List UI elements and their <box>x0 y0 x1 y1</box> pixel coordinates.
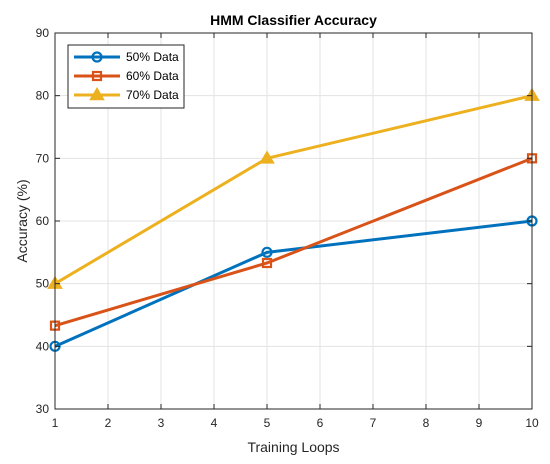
series-line <box>54 156 533 328</box>
x-tick-label: 8 <box>423 416 430 430</box>
legend-entry: 70% Data <box>74 87 179 102</box>
y-tick-label: 60 <box>36 214 50 228</box>
x-tick-label: 2 <box>105 416 112 430</box>
chart-title: HMM Classifier Accuracy <box>210 12 377 28</box>
y-tick-label: 90 <box>36 26 50 40</box>
y-tick-label: 50 <box>36 277 50 291</box>
y-tick-label: 40 <box>36 339 50 353</box>
legend-label: 50% Data <box>126 50 179 64</box>
x-tick-label: 7 <box>370 416 377 430</box>
axis-ticks: 1 2 3 4 5 6 7 8 9 10 30 40 50 60 70 80 90 <box>36 26 539 430</box>
legend-marker-square <box>91 70 103 82</box>
y-tick-label: 30 <box>36 402 50 416</box>
legend-label: 70% Data <box>126 88 179 102</box>
x-tick-label: 1 <box>52 416 59 430</box>
legend-entry: 50% Data <box>74 50 179 64</box>
y-tick-label: 70 <box>36 151 50 165</box>
data-point-triangle <box>259 150 275 164</box>
legend-marker-circle <box>91 51 103 63</box>
x-tick-label: 5 <box>264 416 271 430</box>
legend: 50% Data 60% Data 70% Data <box>67 44 185 109</box>
legend-label: 60% Data <box>126 69 179 83</box>
x-tick-label: 10 <box>525 416 539 430</box>
data-point-circle <box>261 246 273 258</box>
series-line <box>54 219 533 348</box>
x-tick-label: 6 <box>317 416 324 430</box>
y-tick-label: 80 <box>36 89 50 103</box>
y-axis-label: Accuracy (%) <box>14 179 30 262</box>
legend-marker-triangle <box>89 87 105 101</box>
legend-entry: 60% Data <box>74 69 179 83</box>
x-tick-label: 4 <box>211 416 218 430</box>
data-point-square <box>261 257 273 269</box>
x-axis-label: Training Loops <box>247 439 339 455</box>
x-tick-label: 3 <box>158 416 165 430</box>
x-tick-label: 9 <box>476 416 483 430</box>
